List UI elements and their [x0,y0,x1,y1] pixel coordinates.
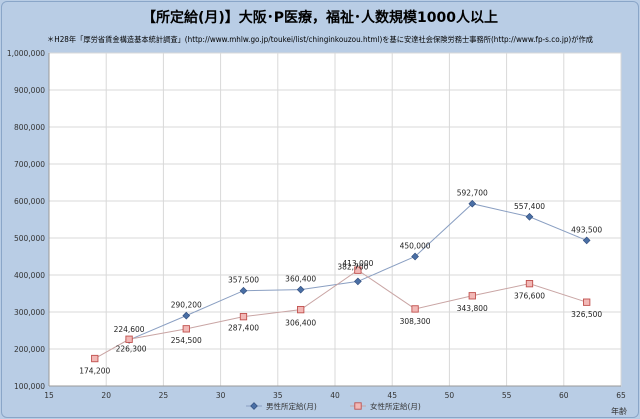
female-point [182,325,190,333]
female-point [91,354,99,363]
chart-subtitle: ＊H28年「厚労省賃金構造基本統計調査」(http://www.mhlw.go.… [47,34,593,44]
female-point [125,335,133,343]
legend: 男性所定給(月) 女性所定給(月) [246,401,421,411]
female-data-label: 174,200 [79,367,110,376]
x-tick-label: 60 [559,391,569,400]
female-point [354,402,362,410]
male-point [296,285,305,294]
female-point [297,305,305,314]
male-data-label: 290,200 [171,301,202,310]
female-point [468,292,476,300]
female-data-label: 326,500 [571,310,602,319]
female-point [239,313,248,321]
legend-male-label: 男性所定給(月) [266,401,317,411]
male-data-label: 360,400 [285,275,316,284]
x-tick-label: 30 [216,391,226,400]
y-tick-label: 1,000,000 [7,49,45,58]
female-data-label: 343,800 [457,304,488,313]
y-tick-label: 600,000 [14,197,45,206]
gridlines [49,52,621,386]
female-data-label: 226,300 [116,344,147,353]
female-point [525,280,534,288]
y-tick-label: 900,000 [14,86,45,95]
male-data-label: 592,700 [457,189,488,198]
male-point [250,402,258,410]
x-tick-label: 65 [616,391,626,400]
female-data-label: 376,600 [514,292,545,301]
x-tick-label: 55 [502,391,512,400]
y-tick-label: 300,000 [14,308,45,317]
female-data-label: 306,400 [285,319,316,328]
male-point [411,252,419,261]
male-data-label: 382,700 [337,262,368,271]
y-tick-label: 400,000 [14,271,45,280]
x-tick-label: 50 [445,391,455,400]
x-tick-label: 35 [273,391,283,400]
y-tick-label: 700,000 [14,160,45,169]
x-axis-label: 年齢 [611,406,627,416]
data-labels: 224,600 290,200 357,500 360,400 382,700 450,0… [79,189,602,376]
axes: 100,000 200,000 300,000 400,000 500,000 600,0… [7,49,627,416]
legend-female-label: 女性所定給(月) [370,401,421,411]
x-tick-label: 15 [44,391,54,400]
y-tick-label: 100,000 [14,382,45,391]
x-tick-label: 20 [101,391,111,400]
x-tick-label: 40 [330,391,340,400]
series [91,199,591,363]
female-point [354,266,362,274]
male-point [239,286,248,295]
x-tick-label: 25 [159,391,169,400]
female-point [583,298,591,306]
male-point [582,236,591,245]
female-data-label: 308,300 [400,317,431,326]
female-data-label: 413,000 [342,259,373,268]
male-point [182,311,191,320]
chart-title: 【所定給(月)】大阪･P医療，福祉･人数規模1000人以上 [142,9,498,26]
female-series-line [94,269,587,359]
y-tick-label: 500,000 [14,234,45,243]
female-data-label: 254,500 [171,336,202,345]
y-tick-label: 200,000 [14,345,45,354]
male-data-label: 357,500 [228,276,259,285]
male-data-label: 493,500 [571,225,602,234]
male-data-label: 224,600 [114,325,145,334]
male-point [468,199,477,208]
female-point [411,305,419,313]
y-tick-label: 800,000 [14,123,45,132]
male-data-label: 450,000 [400,242,431,251]
male-point [354,277,362,286]
male-point [525,212,534,221]
male-data-label: 557,400 [514,202,545,211]
female-data-label: 287,400 [228,324,259,333]
x-tick-label: 45 [387,391,397,400]
